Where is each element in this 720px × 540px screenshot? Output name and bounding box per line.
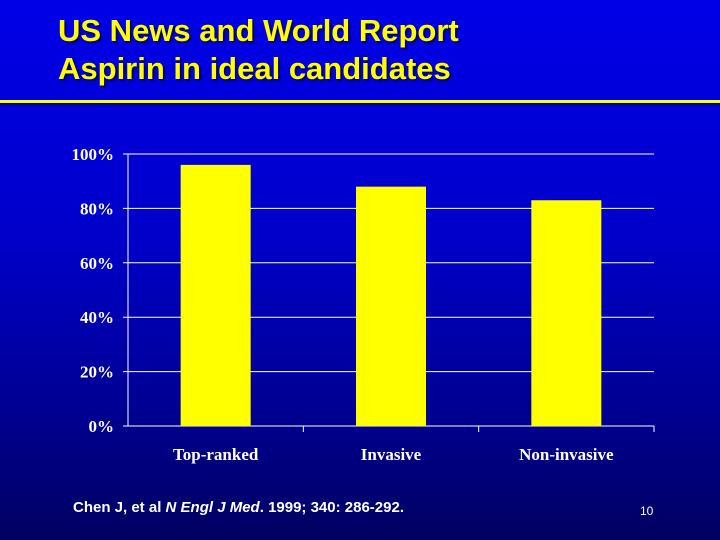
title-divider <box>0 100 720 103</box>
x-tick-label: Top-ranked <box>173 445 259 464</box>
slide-title-line-1: US News and World Report <box>58 13 459 48</box>
citation: Chen J, et al N Engl J Med. 1999; 340: 2… <box>73 499 404 516</box>
x-tick-label: Non-invasive <box>519 445 614 464</box>
y-tick-label: 40% <box>80 308 114 327</box>
slide-title: US News and World Report Aspirin in idea… <box>58 12 459 88</box>
citation-journal: N Engl J Med <box>165 499 260 516</box>
bar <box>531 200 602 426</box>
y-tick-label: 20% <box>80 363 114 382</box>
page-number: 10 <box>640 504 654 518</box>
citation-period: . <box>259 499 264 516</box>
y-tick-label: 0% <box>89 417 115 436</box>
x-tick-label: Invasive <box>361 445 422 464</box>
citation-authors: Chen J, et al <box>73 499 162 516</box>
bar <box>356 186 426 426</box>
y-tick-label: 100% <box>72 145 115 164</box>
y-tick-label: 80% <box>80 199 114 218</box>
bar <box>180 164 251 426</box>
y-tick-label: 60% <box>80 254 114 273</box>
citation-details: 1999; 340: 286-292. <box>268 499 404 516</box>
slide-title-line-2: Aspirin in ideal candidates <box>58 51 451 86</box>
